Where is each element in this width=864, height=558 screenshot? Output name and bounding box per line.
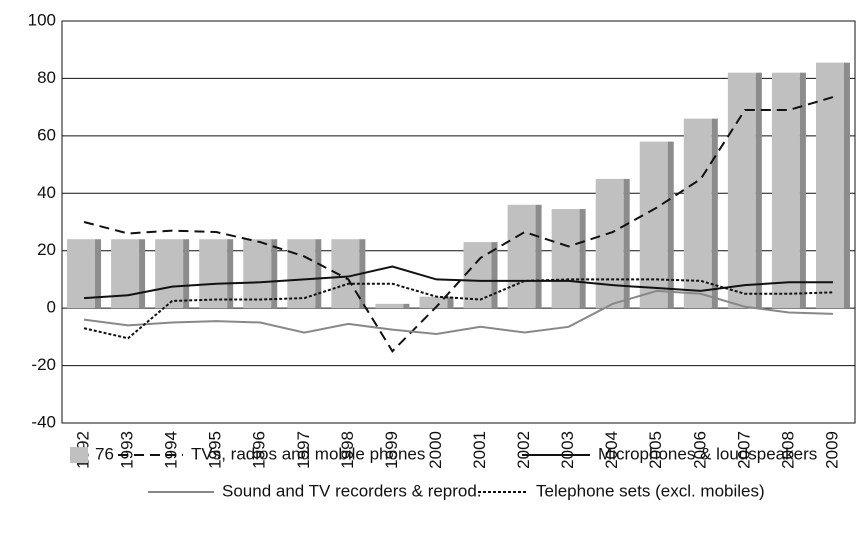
bar bbox=[419, 296, 454, 309]
bar-face bbox=[771, 72, 800, 309]
bar-side bbox=[183, 239, 190, 309]
x-tick-label: 2002 bbox=[514, 431, 533, 469]
line bbox=[83, 96, 834, 353]
bar bbox=[243, 239, 278, 309]
bar-face bbox=[595, 178, 624, 309]
line bbox=[83, 278, 834, 340]
bar-face bbox=[507, 204, 536, 309]
bar-face bbox=[155, 239, 184, 309]
bar-side bbox=[447, 296, 454, 309]
bar bbox=[727, 72, 762, 309]
bar-face bbox=[111, 239, 140, 309]
legend-swatch bbox=[70, 447, 88, 463]
x-tick-label: 1998 bbox=[338, 431, 357, 469]
y-tick-label: 80 bbox=[37, 68, 56, 87]
bar-face bbox=[419, 296, 448, 309]
y-tick-label: -20 bbox=[31, 355, 56, 374]
y-tick-label: 20 bbox=[37, 240, 56, 259]
bar bbox=[199, 239, 234, 309]
bar-side bbox=[95, 239, 102, 309]
x-tick-label: 2008 bbox=[778, 431, 797, 469]
x-tick-label: 1999 bbox=[382, 431, 401, 469]
bar-face bbox=[639, 141, 668, 309]
bar-face bbox=[727, 72, 756, 309]
bar-side bbox=[403, 303, 410, 309]
bar-side bbox=[535, 204, 542, 309]
bar-side bbox=[623, 178, 630, 309]
bar-side bbox=[755, 72, 762, 309]
x-tick-label: 1995 bbox=[206, 431, 225, 469]
bar-side bbox=[139, 239, 146, 309]
bar bbox=[551, 209, 586, 309]
line bbox=[83, 289, 834, 335]
y-tick-label: 100 bbox=[28, 10, 56, 29]
bar-face bbox=[375, 303, 404, 309]
bar bbox=[67, 239, 102, 309]
bar-side bbox=[271, 239, 278, 309]
legend-label: 76 bbox=[95, 444, 114, 463]
bar-side bbox=[491, 242, 498, 309]
plot-frame bbox=[61, 20, 856, 424]
bar-side bbox=[799, 72, 806, 309]
y-tick-label: 0 bbox=[47, 298, 56, 317]
x-tick-label: 1997 bbox=[294, 431, 313, 469]
bar bbox=[683, 118, 718, 309]
x-tick-label: 2007 bbox=[734, 431, 753, 469]
x-tick-label: 1993 bbox=[118, 431, 137, 469]
x-tick-label: 1996 bbox=[250, 431, 269, 469]
bar bbox=[639, 141, 674, 309]
x-tick-label: 1994 bbox=[162, 431, 181, 469]
bar-side bbox=[227, 239, 234, 309]
legend-label: Microphones & loudspeakers bbox=[598, 444, 817, 463]
bar-side bbox=[579, 209, 586, 309]
x-tick-label: 2006 bbox=[690, 431, 709, 469]
bar-face bbox=[67, 239, 96, 309]
bar-side bbox=[315, 239, 322, 309]
bar-side bbox=[711, 118, 718, 309]
bar-face bbox=[683, 118, 712, 309]
x-tick-label: 2005 bbox=[646, 431, 665, 469]
line bbox=[83, 265, 833, 300]
bar bbox=[815, 62, 850, 309]
bar bbox=[771, 72, 806, 309]
y-tick-label: 60 bbox=[37, 125, 56, 144]
y-tick-label: 40 bbox=[37, 183, 56, 202]
bar-side bbox=[667, 141, 674, 309]
x-tick-label: 2000 bbox=[426, 431, 445, 469]
legend-label: Telephone sets (excl. mobiles) bbox=[536, 481, 765, 500]
y-tick-label: -40 bbox=[31, 412, 56, 431]
x-tick-label: 2001 bbox=[470, 431, 489, 469]
x-tick-label: 2004 bbox=[602, 431, 621, 469]
bar bbox=[155, 239, 190, 309]
bar-face bbox=[551, 209, 580, 309]
x-tick-label: 2009 bbox=[822, 431, 841, 469]
bar bbox=[375, 303, 410, 309]
bar-side bbox=[843, 62, 850, 309]
bar bbox=[595, 178, 630, 309]
bar-face bbox=[243, 239, 272, 309]
bar bbox=[111, 239, 146, 309]
bar bbox=[507, 204, 542, 309]
x-tick-label: 2003 bbox=[558, 431, 577, 469]
legend-label: Sound and TV recorders & reprod. bbox=[222, 481, 482, 500]
legend-label: TVs, radios and mobile phones bbox=[191, 444, 425, 463]
bar-face bbox=[199, 239, 228, 309]
bar-face bbox=[815, 62, 844, 309]
